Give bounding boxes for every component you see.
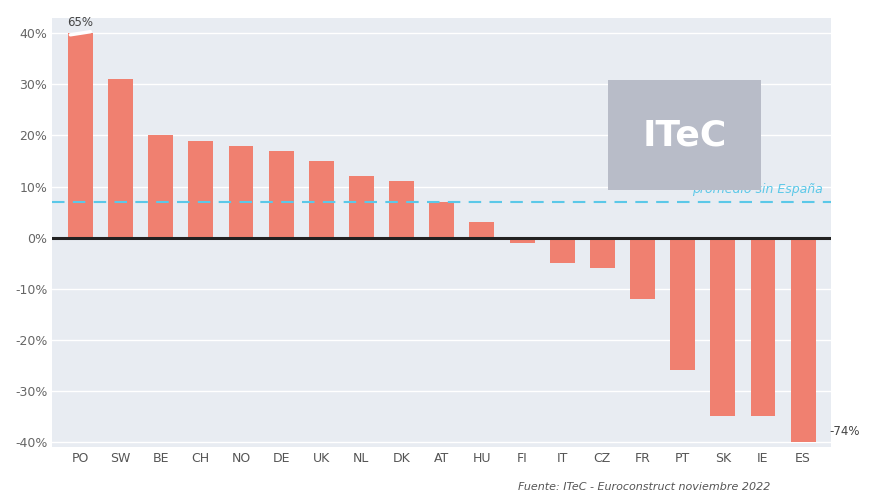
Bar (670, 238, 695, 370)
Bar (228, 146, 254, 238)
Text: ITeC: ITeC (642, 118, 727, 152)
Text: 65%: 65% (67, 16, 94, 29)
Bar (791, 238, 816, 442)
Bar (349, 176, 374, 238)
Bar (470, 222, 494, 238)
Bar (430, 202, 454, 237)
Bar (389, 182, 414, 238)
Text: -74%: -74% (830, 425, 860, 438)
Text: Fuente: ITeC - Euroconstruct noviembre 2022: Fuente: ITeC - Euroconstruct noviembre 2… (518, 482, 770, 492)
Bar (148, 136, 173, 238)
Bar (269, 151, 294, 238)
Bar (630, 238, 655, 299)
Bar (108, 79, 133, 237)
Bar (710, 238, 735, 416)
Bar (309, 161, 333, 238)
Bar (509, 238, 535, 242)
Bar (550, 238, 575, 263)
Bar (590, 238, 615, 268)
Bar (188, 140, 214, 237)
Bar (68, 33, 93, 238)
Bar (751, 238, 775, 416)
Text: promedio sin España: promedio sin España (692, 182, 823, 196)
